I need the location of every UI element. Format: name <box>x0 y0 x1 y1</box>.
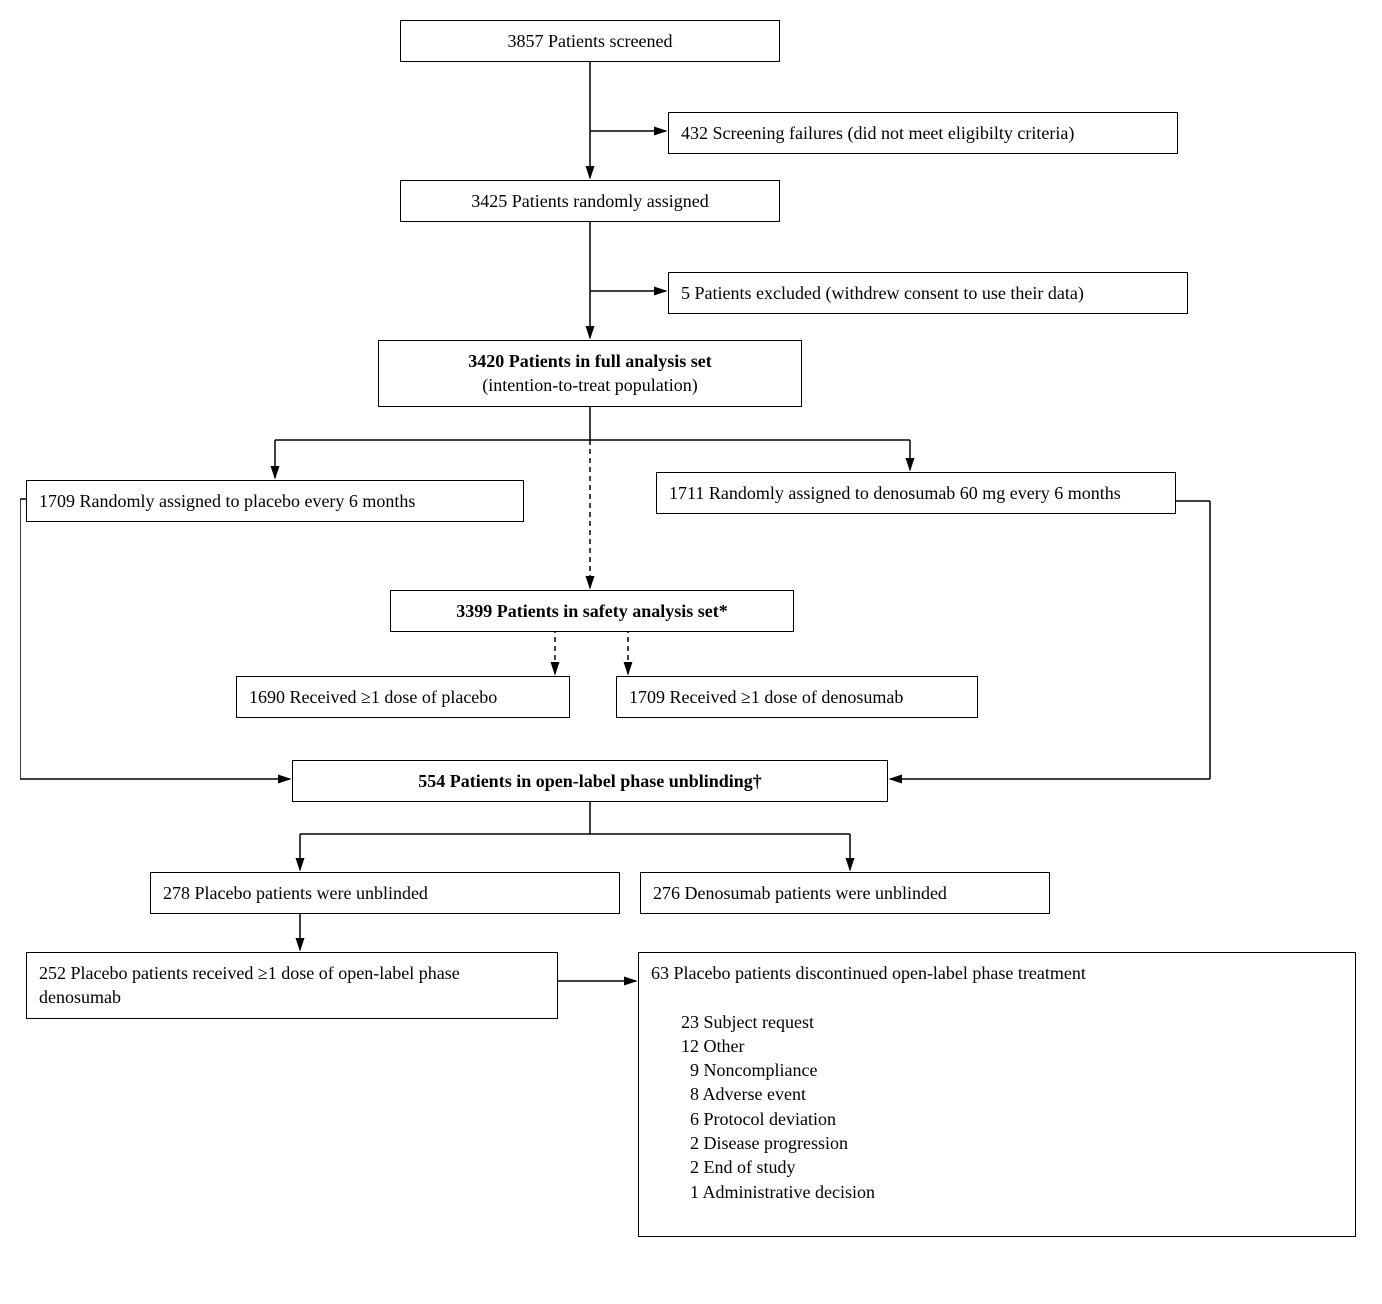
text: 432 Screening failures (did not meet eli… <box>681 123 1074 143</box>
text: 1709 Received ≥1 dose of denosumab <box>629 687 903 707</box>
reason: 6 Protocol deviation <box>681 1109 836 1129</box>
text: 1711 Randomly assigned to denosumab 60 m… <box>669 483 1121 503</box>
reason: 2 End of study <box>681 1157 796 1177</box>
reason: 23 Subject request <box>681 1012 814 1032</box>
text: 276 Denosumab patients were unblinded <box>653 883 947 903</box>
node-safety-set: 3399 Patients in safety analysis set* <box>390 590 794 632</box>
text: 554 Patients in open-label phase unblind… <box>418 771 762 791</box>
node-open-label: 554 Patients in open-label phase unblind… <box>292 760 888 802</box>
node-randomized: 3425 Patients randomly assigned <box>400 180 780 222</box>
text: 5 Patients excluded (withdrew consent to… <box>681 283 1084 303</box>
text: 1690 Received ≥1 dose of placebo <box>249 687 497 707</box>
node-placebo-dose: 1690 Received ≥1 dose of placebo <box>236 676 570 718</box>
node-full-analysis: 3420 Patients in full analysis set (inte… <box>378 340 802 407</box>
node-discontinued: 63 Placebo patients discontinued open-la… <box>638 952 1356 1237</box>
node-screening-failures: 432 Screening failures (did not meet eli… <box>668 112 1178 154</box>
text-header: 63 Placebo patients discontinued open-la… <box>651 963 1086 983</box>
node-denosumab-arm: 1711 Randomly assigned to denosumab 60 m… <box>656 472 1176 514</box>
flowchart-canvas: 3857 Patients screened 432 Screening fai… <box>20 20 1362 1284</box>
node-placebo-unblinded: 278 Placebo patients were unblinded <box>150 872 620 914</box>
text: 252 Placebo patients received ≥1 dose of… <box>39 963 460 1007</box>
node-denosumab-unblinded: 276 Denosumab patients were unblinded <box>640 872 1050 914</box>
node-excluded: 5 Patients excluded (withdrew consent to… <box>668 272 1188 314</box>
reason: 2 Disease progression <box>681 1133 848 1153</box>
text-sub: (intention-to-treat population) <box>482 375 697 395</box>
text: 1709 Randomly assigned to placebo every … <box>39 491 415 511</box>
reason: 9 Noncompliance <box>681 1060 817 1080</box>
reason: 1 Administrative decision <box>681 1182 875 1202</box>
text: 3399 Patients in safety analysis set* <box>456 601 728 621</box>
text: 3425 Patients randomly assigned <box>471 191 708 211</box>
text: 278 Placebo patients were unblinded <box>163 883 428 903</box>
node-screened: 3857 Patients screened <box>400 20 780 62</box>
node-placebo-ol-dose: 252 Placebo patients received ≥1 dose of… <box>26 952 558 1019</box>
text-bold: 3420 Patients in full analysis set <box>468 351 712 371</box>
text: 3857 Patients screened <box>508 31 673 51</box>
discontinued-reasons: 23 Subject request 12 Other 9 Noncomplia… <box>651 985 1343 1228</box>
node-denosumab-dose: 1709 Received ≥1 dose of denosumab <box>616 676 978 718</box>
reason: 8 Adverse event <box>681 1084 806 1104</box>
reason: 12 Other <box>681 1036 744 1056</box>
node-placebo-arm: 1709 Randomly assigned to placebo every … <box>26 480 524 522</box>
